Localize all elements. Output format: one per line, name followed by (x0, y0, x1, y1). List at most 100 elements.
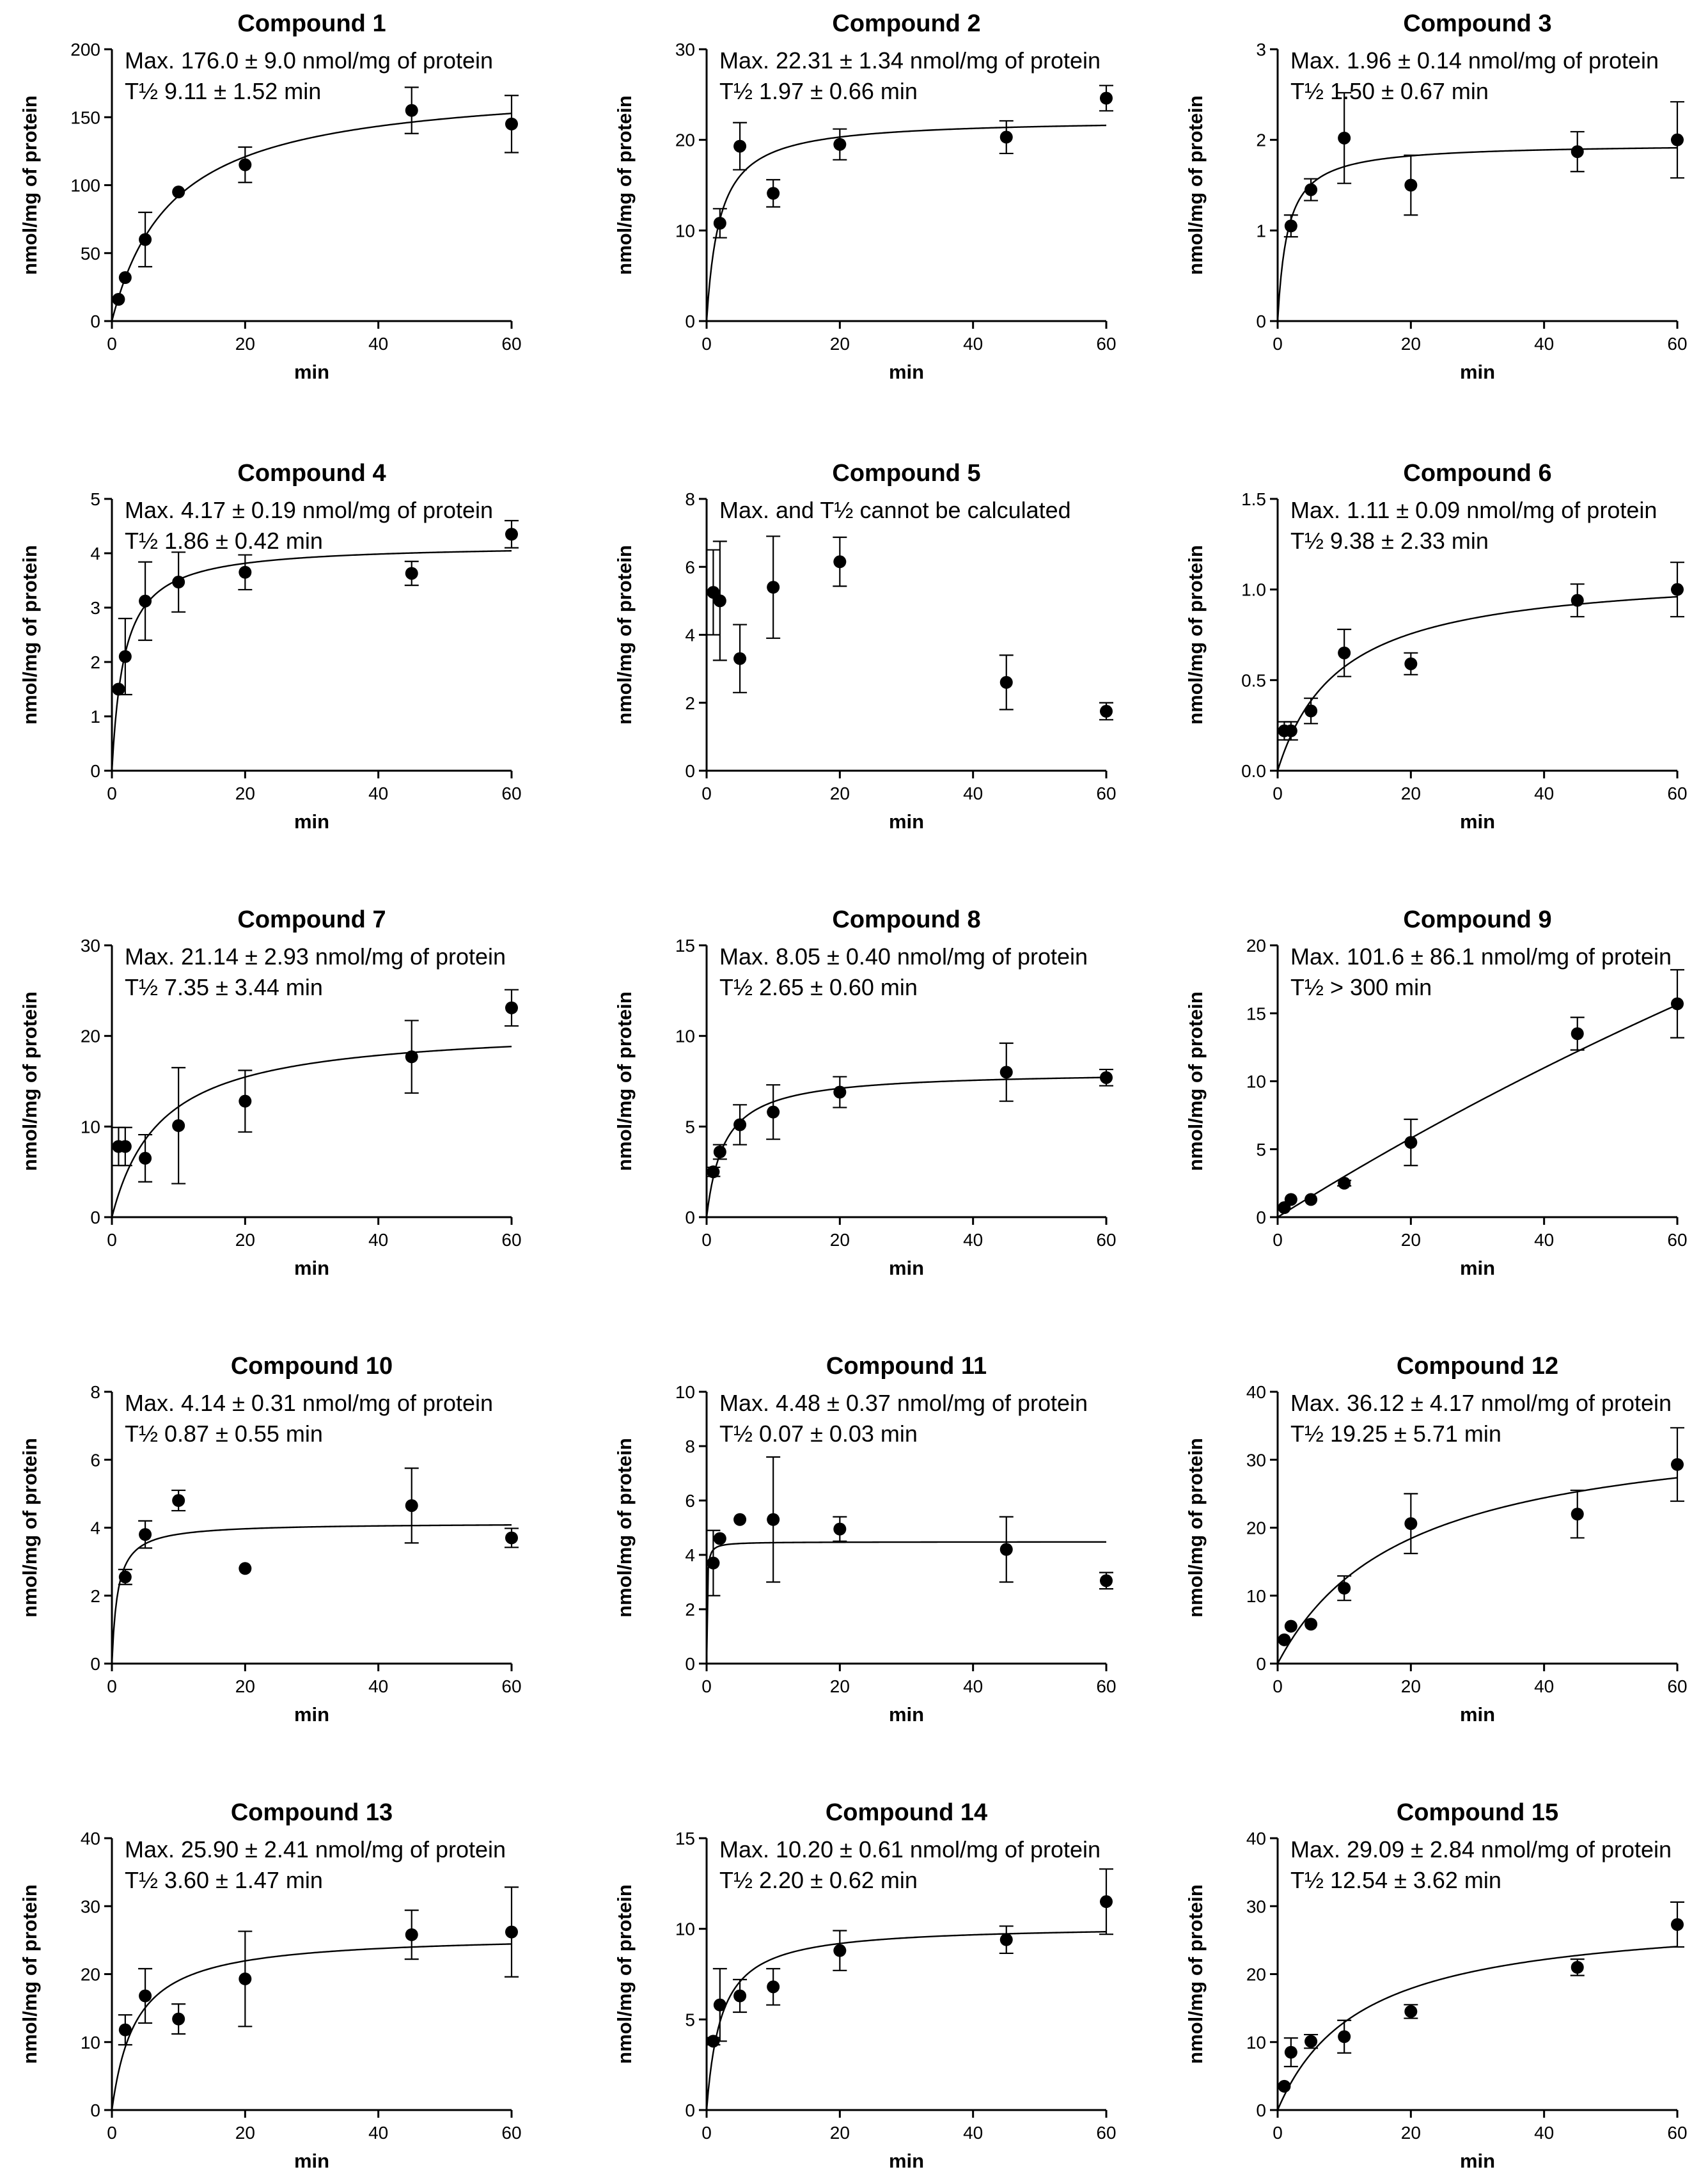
fit-annotation: T½ 2.20 ± 0.62 min (719, 1867, 918, 1893)
data-point (833, 1522, 847, 1536)
fit-annotation: Max. 1.11 ± 0.09 nmol/mg of protein (1290, 497, 1657, 523)
data-point (1404, 1136, 1418, 1149)
data-point (139, 1151, 152, 1165)
y-tick-label: 10 (675, 1027, 695, 1046)
fit-annotation: T½ 1.97 ± 0.66 min (719, 78, 918, 104)
x-tick-label: 0 (107, 2123, 117, 2143)
x-axis-label: min (889, 2150, 924, 2172)
x-tick-label: 60 (1667, 2123, 1687, 2143)
data-point (172, 1119, 185, 1132)
y-axis-label: nmol/mg of protein (19, 991, 41, 1171)
x-axis-label: min (889, 1257, 924, 1279)
fit-annotation: T½ 19.25 ± 5.71 min (1290, 1421, 1501, 1447)
chart-title: Compound 4 (237, 460, 386, 487)
data-point (1100, 91, 1113, 105)
x-tick-label: 60 (501, 1676, 521, 1696)
x-tick-label: 60 (1096, 1230, 1116, 1250)
y-axis-label: nmol/mg of protein (1184, 95, 1207, 275)
fit-annotation: Max. 4.17 ± 0.19 nmol/mg of protein (125, 497, 493, 523)
data-point (118, 271, 132, 284)
x-tick-label: 0 (107, 334, 117, 354)
data-point (1284, 724, 1297, 737)
data-point (713, 1146, 726, 1158)
data-point (1404, 178, 1418, 192)
x-axis-label: min (1460, 2150, 1495, 2172)
chart-panel-8: Compound 8 0 5 10 15 0 20 40 60 min nmol/mg of pro… (613, 906, 1116, 1279)
fit-annotation: T½ 1.86 ± 0.42 min (125, 528, 323, 554)
chart-title: Compound 2 (832, 10, 980, 37)
fit-annotation: Max. 101.6 ± 86.1 nmol/mg of protein (1290, 943, 1672, 970)
y-tick-label: 15 (675, 1829, 695, 1848)
data-point (172, 2012, 185, 2026)
x-tick-label: 40 (368, 784, 388, 803)
y-tick-label: 2 (685, 1600, 695, 1619)
x-tick-label: 40 (1534, 1230, 1554, 1250)
chart-panel-12: Compound 12 0 10 20 30 40 0 20 40 60 min nmol/mg of… (1184, 1353, 1688, 1726)
x-tick-label: 0 (701, 784, 712, 803)
y-axis-label: nmol/mg of protein (1184, 545, 1207, 725)
y-tick-label: 15 (1246, 1004, 1266, 1023)
x-axis-label: min (294, 810, 329, 833)
x-tick-label: 40 (1534, 1676, 1554, 1696)
y-tick-label: 4 (685, 626, 695, 645)
y-tick-label: 8 (685, 1437, 695, 1456)
y-axis-label: nmol/mg of protein (19, 1438, 41, 1618)
data-point (112, 293, 125, 306)
fit-curve (705, 124, 1107, 322)
x-tick-label: 20 (235, 784, 255, 803)
data-point (1671, 133, 1684, 146)
data-point (767, 1105, 780, 1119)
data-point (1338, 2030, 1351, 2044)
data-point (767, 581, 780, 594)
y-tick-label: 40 (81, 1829, 100, 1848)
data-point (999, 130, 1013, 144)
fit-annotation: T½ 0.07 ± 0.03 min (719, 1421, 918, 1447)
x-tick-label: 20 (830, 334, 850, 354)
y-tick-label: 20 (81, 1965, 100, 1985)
x-tick-label: 40 (368, 1676, 388, 1696)
x-tick-label: 40 (368, 1230, 388, 1250)
x-tick-label: 0 (107, 1676, 117, 1696)
fit-annotation: Max. 21.14 ± 2.93 nmol/mg of protein (125, 943, 506, 970)
data-point (767, 1980, 780, 1994)
x-tick-label: 20 (830, 1676, 850, 1696)
fit-annotation: Max. 22.31 ± 1.34 nmol/mg of protein (719, 47, 1101, 74)
data-point (1278, 1633, 1291, 1646)
y-tick-label: 6 (685, 1491, 695, 1511)
fit-curve (1276, 146, 1678, 322)
x-tick-label: 20 (830, 1230, 850, 1250)
data-point (1305, 2035, 1318, 2048)
y-tick-label: 8 (90, 1382, 100, 1402)
fit-annotation: T½ 12.54 ± 3.62 min (1290, 1867, 1501, 1893)
data-point (172, 1494, 185, 1507)
x-tick-label: 20 (1401, 334, 1421, 354)
data-point (1284, 1193, 1297, 1206)
y-tick-label: 5 (685, 1117, 695, 1137)
fit-annotation: Max. 4.14 ± 0.31 nmol/mg of protein (125, 1390, 493, 1416)
data-point (118, 650, 132, 663)
data-point (1100, 1895, 1113, 1909)
y-tick-label: 0 (685, 311, 695, 331)
x-axis-label: min (294, 1257, 329, 1279)
x-axis-label: min (1460, 810, 1495, 833)
data-point (405, 567, 418, 580)
data-point (1305, 704, 1318, 718)
data-point (505, 1925, 518, 1939)
y-tick-label: 30 (81, 1896, 100, 1916)
y-tick-label: 20 (1246, 1518, 1266, 1538)
x-tick-label: 60 (1096, 1676, 1116, 1696)
x-tick-label: 20 (830, 784, 850, 803)
data-point (239, 1562, 252, 1575)
x-axis-label: min (889, 361, 924, 383)
x-tick-label: 40 (963, 2123, 983, 2143)
data-point (733, 1513, 747, 1526)
chart-title: Compound 13 (231, 1799, 393, 1826)
chart-panel-10: Compound 10 0 2 4 6 8 0 20 40 60 min nmol/mg of pro… (19, 1353, 522, 1726)
x-tick-label: 20 (830, 2123, 850, 2143)
y-tick-label: 15 (675, 936, 695, 956)
fit-annotation: Max. and T½ cannot be calculated (719, 497, 1071, 523)
fit-annotation: Max. 25.90 ± 2.41 nmol/mg of protein (125, 1836, 506, 1863)
x-tick-label: 20 (235, 334, 255, 354)
x-axis-label: min (1460, 361, 1495, 383)
fit-curve (1277, 1004, 1678, 1218)
